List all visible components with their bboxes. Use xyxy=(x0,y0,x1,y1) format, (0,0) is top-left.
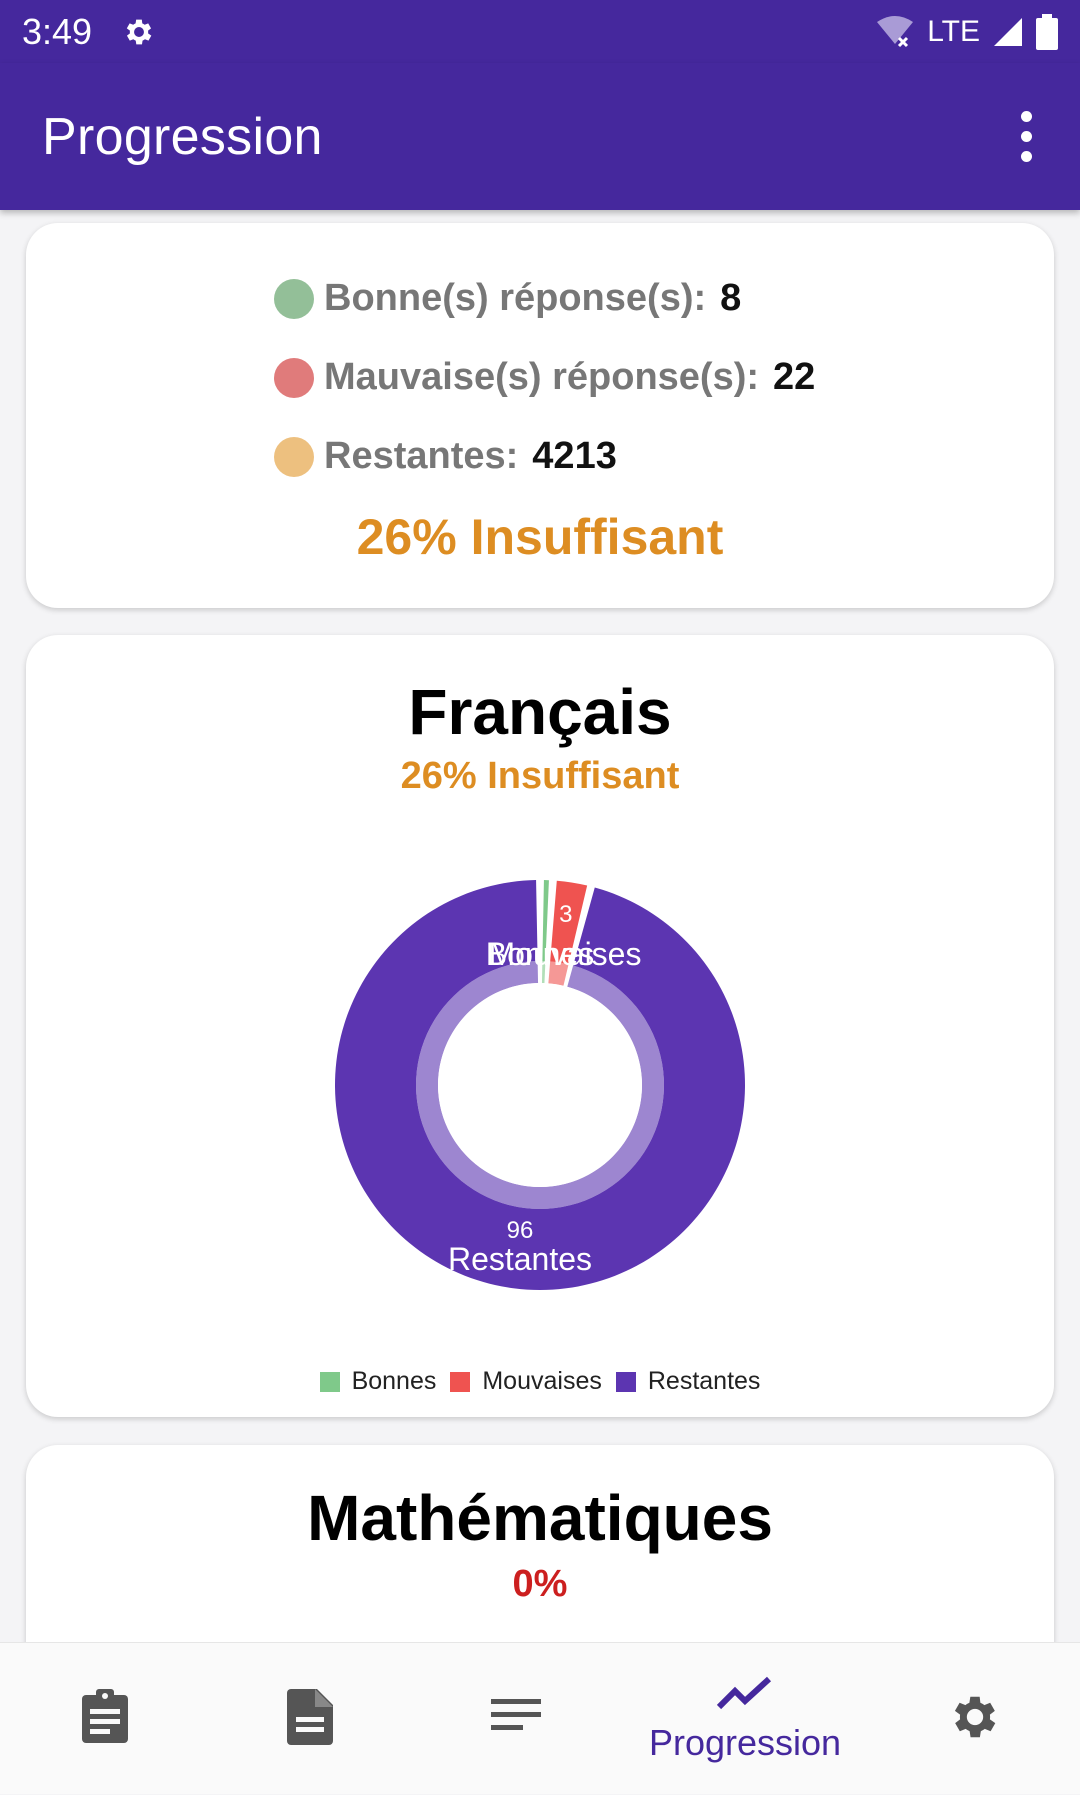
subject-title: Français xyxy=(408,676,672,748)
stat-row-correct: Bonne(s) réponse(s): 8 xyxy=(274,277,741,320)
chart-legend: Bonnes Mouvaises Restantes xyxy=(0,1367,1080,1396)
trending-icon xyxy=(716,1675,773,1716)
legend-swatch xyxy=(615,1371,636,1392)
nav-item-documents[interactable] xyxy=(260,1643,360,1795)
page-title: Progression xyxy=(42,107,323,166)
status-bar: 3:49 LTE xyxy=(0,0,1080,63)
correct-dot-icon xyxy=(274,278,314,319)
stat-value: 8 xyxy=(720,277,742,319)
stat-row-remaining: Restantes: 4213 xyxy=(274,435,617,478)
gear-icon xyxy=(122,15,156,49)
legend-item-restantes: Restantes xyxy=(615,1367,761,1396)
wrong-dot-icon xyxy=(274,357,314,398)
stat-value: 22 xyxy=(773,356,816,398)
stat-label: Bonne(s) réponse(s): xyxy=(324,277,707,319)
wifi-off-icon xyxy=(875,14,915,50)
legend-item-bonnes: Bonnes xyxy=(319,1367,437,1396)
nav-item-list[interactable] xyxy=(466,1643,566,1795)
nav-item-progression[interactable]: Progression xyxy=(625,1643,865,1795)
remaining-dot-icon xyxy=(274,436,314,477)
summary-card: Bonne(s) réponse(s): 8 Mauvaise(s) répon… xyxy=(26,223,1054,608)
app-bar: Progression xyxy=(0,63,1080,210)
legend-label: Mouvaises xyxy=(482,1367,602,1395)
legend-label: Restantes xyxy=(647,1367,761,1395)
nav-label: Progression xyxy=(648,1721,842,1763)
battery-icon xyxy=(1036,13,1058,50)
subject-score: 0% xyxy=(512,1563,568,1605)
bottom-navigation: Progression xyxy=(0,1642,1080,1794)
list-icon xyxy=(491,1698,541,1740)
status-time: 3:49 xyxy=(22,10,93,52)
legend-swatch xyxy=(450,1371,471,1392)
nav-item-exams[interactable] xyxy=(55,1643,155,1795)
stat-row-wrong: Mauvaise(s) réponse(s): 22 xyxy=(274,356,815,399)
network-type: LTE xyxy=(927,14,980,48)
signal-icon xyxy=(992,16,1024,48)
assignment-icon xyxy=(80,1688,130,1750)
legend-item-mouvaises: Mouvaises xyxy=(450,1367,602,1396)
nav-item-settings[interactable] xyxy=(925,1643,1025,1795)
settings-icon xyxy=(947,1689,1003,1750)
stat-label: Restantes: xyxy=(324,435,519,477)
document-icon xyxy=(287,1688,333,1750)
subject-card-francais: Français 26% Insuffisant xyxy=(26,635,1054,1417)
subject-title: Mathématiques xyxy=(307,1482,773,1554)
stat-label: Mauvaise(s) réponse(s): xyxy=(324,356,760,398)
legend-swatch xyxy=(319,1371,340,1392)
more-vert-icon[interactable] xyxy=(1006,107,1046,167)
stat-value: 4213 xyxy=(532,435,617,477)
subject-score: 26% Insuffisant xyxy=(400,755,680,797)
overall-score: 26% Insuffisant xyxy=(356,509,724,565)
legend-label: Bonnes xyxy=(351,1367,437,1395)
